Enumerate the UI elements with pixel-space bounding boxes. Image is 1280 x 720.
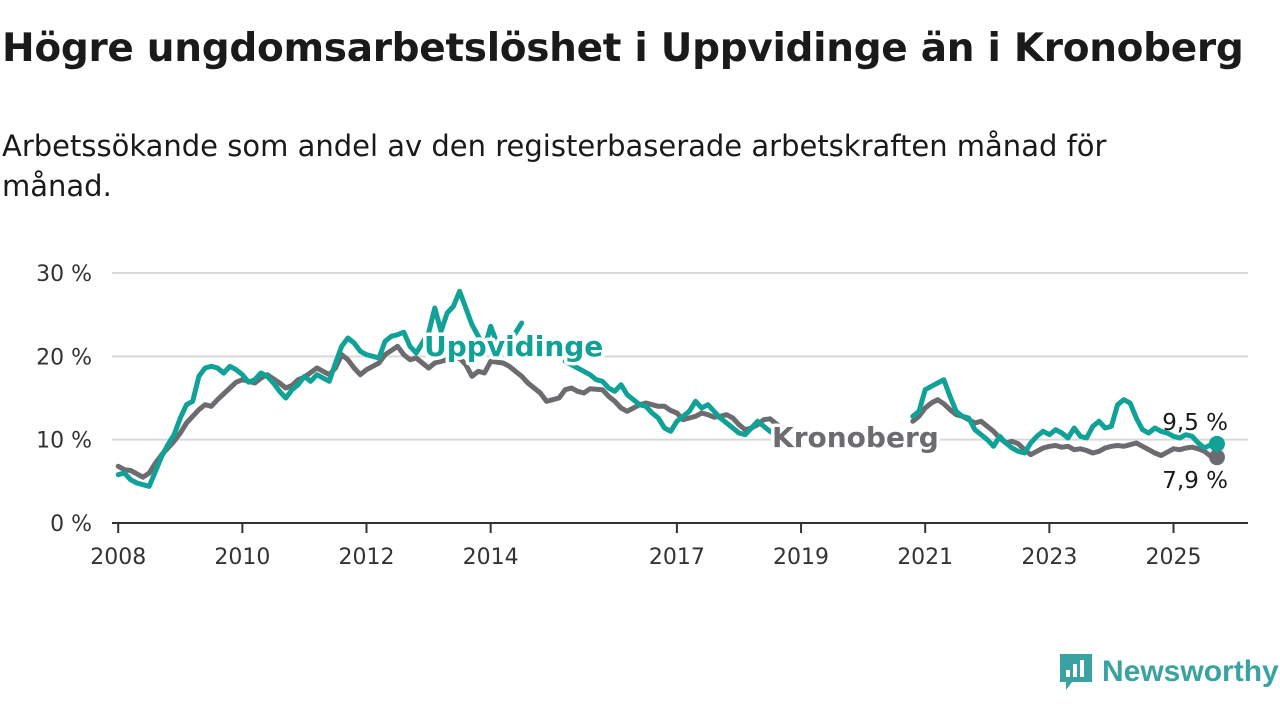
end-label-kronoberg: 7,9 %	[1162, 468, 1228, 494]
series-line-uppvidinge	[910, 377, 1220, 456]
end-point-kronoberg	[1208, 449, 1225, 466]
series-line-uppvidinge	[562, 358, 792, 439]
x-tick-label: 2010	[214, 545, 270, 570]
end-point-uppvidinge	[1208, 435, 1225, 452]
x-tick-label: 2019	[773, 545, 829, 570]
newsworthy-logo-icon	[1060, 654, 1092, 690]
series-line-uppvidinge	[115, 288, 525, 489]
series-label-halo: Uppvidinge	[424, 330, 603, 363]
chart-title: Högre ungdomsarbetslöshet i Uppvidinge ä…	[2, 26, 1244, 71]
brand-name: Newsworthy	[1102, 655, 1279, 688]
end-label-uppvidinge: 9,5 %	[1162, 410, 1228, 436]
x-tick-label: 2017	[649, 545, 705, 570]
brand-logo: Newsworthy	[1058, 652, 1279, 692]
x-tick-label: 2023	[1021, 545, 1077, 570]
series-label-kronoberg: Kronoberg	[772, 421, 939, 454]
x-tick-label: 2008	[90, 545, 146, 570]
x-tick-label: 2021	[897, 545, 953, 570]
y-tick-label: 0 %	[50, 512, 92, 537]
series-line-kronoberg	[115, 343, 804, 480]
series-label-uppvidinge: Uppvidinge	[424, 330, 603, 363]
series-label-halo: Kronoberg	[772, 421, 939, 454]
x-tick-label: 2012	[339, 545, 395, 570]
chart-subtitle: Arbetssökande som andel av den registerb…	[2, 129, 1107, 203]
y-tick-label: 20 %	[36, 345, 92, 370]
x-tick-label: 2025	[1146, 545, 1202, 570]
x-tick-label: 2014	[463, 545, 519, 570]
y-tick-label: 30 %	[36, 262, 92, 287]
y-tick-label: 10 %	[36, 429, 92, 454]
